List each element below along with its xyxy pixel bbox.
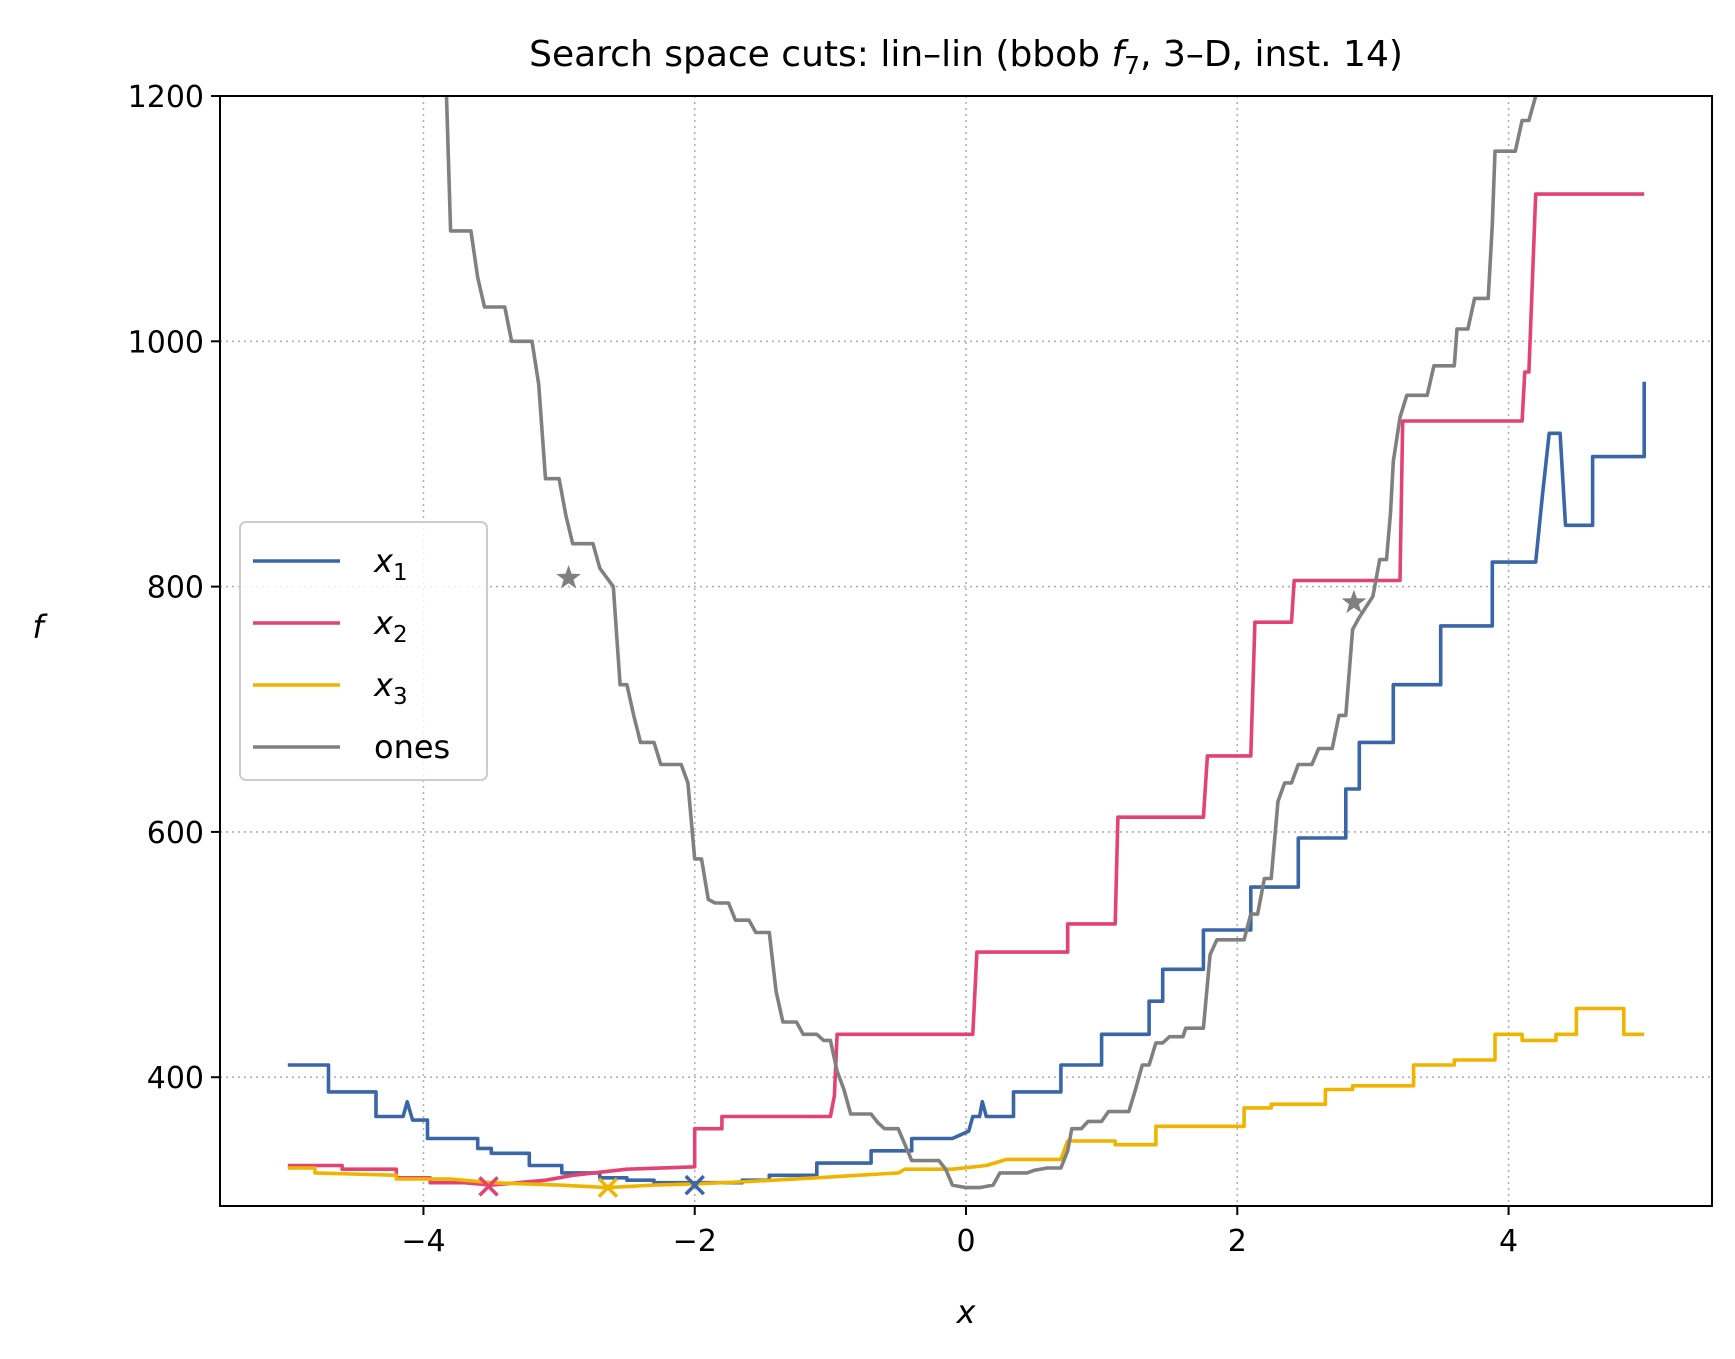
y-tick-label: 600 [147, 816, 204, 851]
y-tick-label: 1000 [128, 325, 204, 360]
grid [220, 95, 1712, 1206]
legend-label-ones: ones [374, 728, 450, 766]
legend: x1 x2 x3 ones [239, 521, 488, 781]
y-tick-label: 400 [147, 1061, 204, 1096]
legend-box [239, 521, 488, 781]
x-tick-label: 4 [1499, 1224, 1518, 1259]
marker-star-ones [556, 565, 581, 589]
y-tick-label: 800 [147, 571, 204, 606]
chart-title: Search space cuts: lin–lin (bbob f7, 3–D… [529, 34, 1403, 80]
marker-star-ones [1341, 589, 1367, 614]
x-axis-label: x [956, 1293, 977, 1331]
marker-x-x3 [597, 1177, 619, 1198]
x-tick-label: −2 [673, 1224, 717, 1259]
title-suffix: , 3–D, inst. 14) [1140, 34, 1403, 75]
series-line-ones [444, 96, 1538, 1190]
legend-label-x1: x1 [373, 542, 408, 586]
y-tick-label: 1200 [128, 80, 204, 115]
title-func-sub: 7 [1124, 51, 1140, 80]
marker-layer [478, 565, 1367, 1198]
series-line-x1 [287, 381, 1646, 1185]
title-prefix: Search space cuts: lin–lin (bbob [529, 34, 1111, 75]
x-tick-label: −4 [401, 1224, 445, 1259]
marker-x-x2 [478, 1176, 499, 1197]
legend-label-x3: x3 [373, 666, 408, 710]
legend-label-x2: x2 [373, 604, 408, 648]
ticks: −4 −2 0 2 4 400 600 800 1000 1200 [128, 80, 1518, 1259]
marker-x-x1 [684, 1174, 705, 1196]
x-tick-label: 2 [1228, 1224, 1247, 1259]
x-tick-label: 0 [956, 1224, 975, 1259]
